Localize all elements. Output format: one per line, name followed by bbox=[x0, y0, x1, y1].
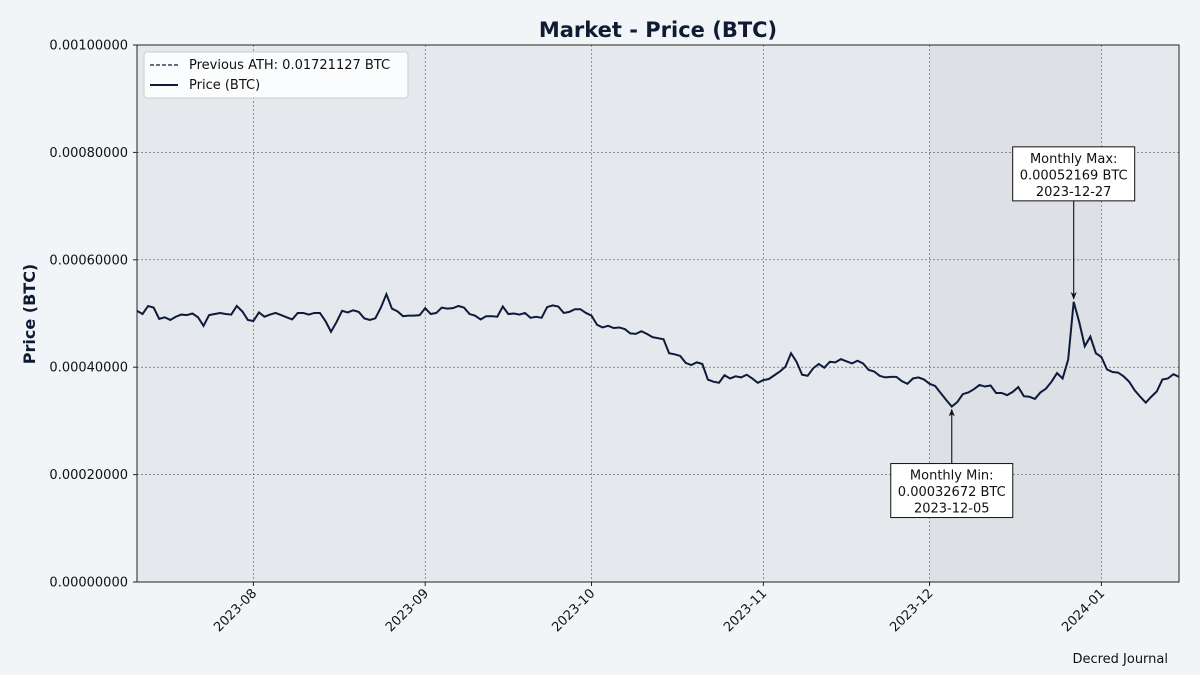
x-tick-label: 2023-11 bbox=[721, 586, 770, 635]
x-tick-label: 2024-01 bbox=[1059, 586, 1108, 635]
annotation-text: Monthly Max: bbox=[1030, 152, 1117, 167]
annotation-box bbox=[890, 463, 1014, 519]
x-tick-label: 2023-08 bbox=[211, 586, 260, 635]
legend-label-previous-ath: Previous ATH: 0.01721127 BTC bbox=[189, 58, 390, 73]
x-tick-label: 2023-09 bbox=[383, 586, 432, 635]
y-tick-label: 0.00020000 bbox=[49, 468, 128, 483]
monthly-min-annotation: Monthly Min:0.00032672 BTC 2023-12-05 bbox=[890, 408, 1014, 519]
monthly-max-annotation: Monthly Max:0.00052169 BTC 2023-12-27 bbox=[1012, 146, 1136, 300]
y-tick-label: 0.00000000 bbox=[49, 576, 128, 591]
x-tick-label: 2023-10 bbox=[549, 586, 598, 635]
grid bbox=[137, 45, 1179, 582]
legend-label-price: Price (BTC) bbox=[189, 78, 260, 93]
annotation-text: Monthly Min: bbox=[910, 469, 994, 484]
price-series-line bbox=[136, 291, 1180, 408]
footer-credit: Decred Journal bbox=[1072, 652, 1168, 667]
y-tick-label: 0.00100000 bbox=[49, 39, 128, 54]
y-tick-label: 0.00040000 bbox=[49, 361, 128, 376]
chart-title: Market - Price (BTC) bbox=[539, 18, 777, 42]
annotation-text: 0.00052169 BTC bbox=[1020, 168, 1128, 183]
annotations: Monthly Max:0.00052169 BTC2023-12-27Mont… bbox=[890, 146, 1136, 519]
annotation-box bbox=[1012, 146, 1136, 202]
legend: Previous ATH: 0.01721127 BTC Price (BTC) bbox=[143, 51, 409, 99]
y-tick-label: 0.00080000 bbox=[49, 146, 128, 161]
annotation-text: 2023-12-27 bbox=[1036, 185, 1112, 200]
x-tick-label: 2023-12 bbox=[887, 586, 936, 635]
plot-frame bbox=[136, 44, 1180, 583]
annotation-text: 2023-12-05 bbox=[914, 502, 990, 517]
y-axis-label: Price (BTC) bbox=[20, 264, 39, 364]
annotation-text: 0.00032672 BTC bbox=[898, 485, 1006, 500]
legend-box bbox=[143, 51, 409, 99]
y-tick-label: 0.00060000 bbox=[49, 253, 128, 268]
